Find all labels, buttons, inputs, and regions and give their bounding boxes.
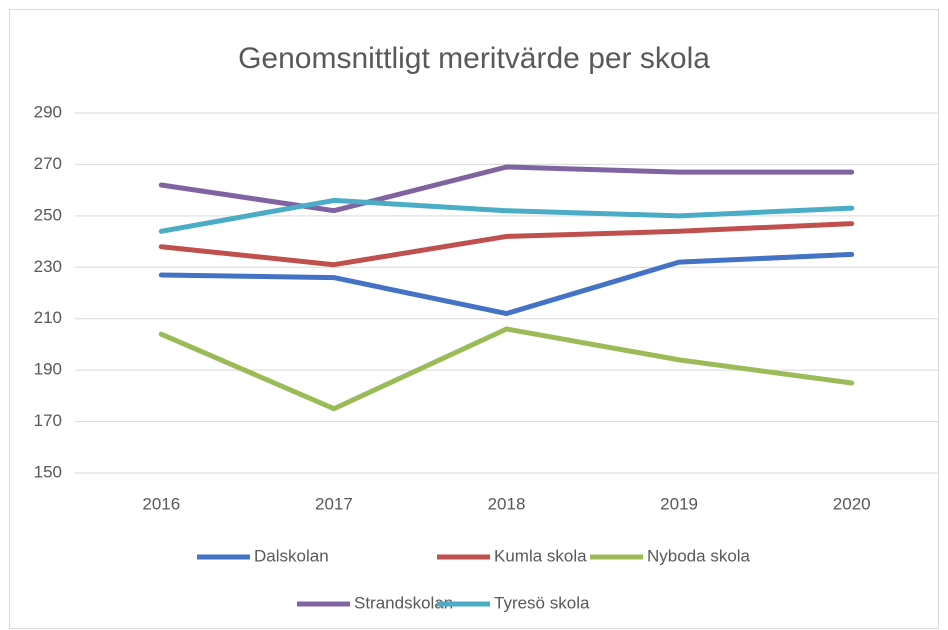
- legend-label: Strandskolan: [354, 593, 453, 612]
- y-tick-label: 250: [34, 205, 62, 224]
- series-line: [158, 326, 855, 412]
- series-line: [158, 164, 855, 214]
- x-tick-label: 2019: [660, 494, 698, 513]
- legend-label: Nyboda skola: [647, 546, 751, 565]
- y-tick-label: 230: [34, 257, 62, 276]
- y-tick-label: 290: [34, 102, 62, 121]
- x-tick-label: 2020: [833, 494, 871, 513]
- legend-label: Tyresö skola: [494, 593, 590, 612]
- y-tick-label: 190: [34, 360, 62, 379]
- x-tick-label: 2018: [488, 494, 526, 513]
- x-tick-label: 2017: [315, 494, 353, 513]
- y-tick-label: 210: [34, 308, 62, 327]
- legend-label: Kumla skola: [494, 546, 587, 565]
- y-tick-label: 150: [34, 462, 62, 481]
- y-tick-label: 270: [34, 154, 62, 173]
- legend-label: Dalskolan: [254, 546, 329, 565]
- x-tick-label: 2016: [142, 494, 180, 513]
- series-line: [158, 221, 855, 268]
- y-tick-label: 170: [34, 411, 62, 430]
- chart-title: Genomsnittligt meritvärde per skola: [238, 42, 710, 75]
- series-line: [158, 251, 855, 317]
- series-line: [158, 197, 855, 234]
